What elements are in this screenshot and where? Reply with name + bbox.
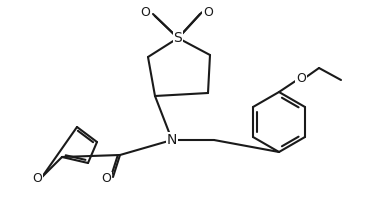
Text: O: O	[140, 5, 150, 18]
Text: O: O	[296, 72, 306, 85]
Text: O: O	[203, 5, 213, 18]
Text: O: O	[32, 171, 42, 184]
Text: O: O	[101, 173, 111, 185]
Text: N: N	[167, 133, 177, 147]
Text: S: S	[173, 31, 182, 45]
